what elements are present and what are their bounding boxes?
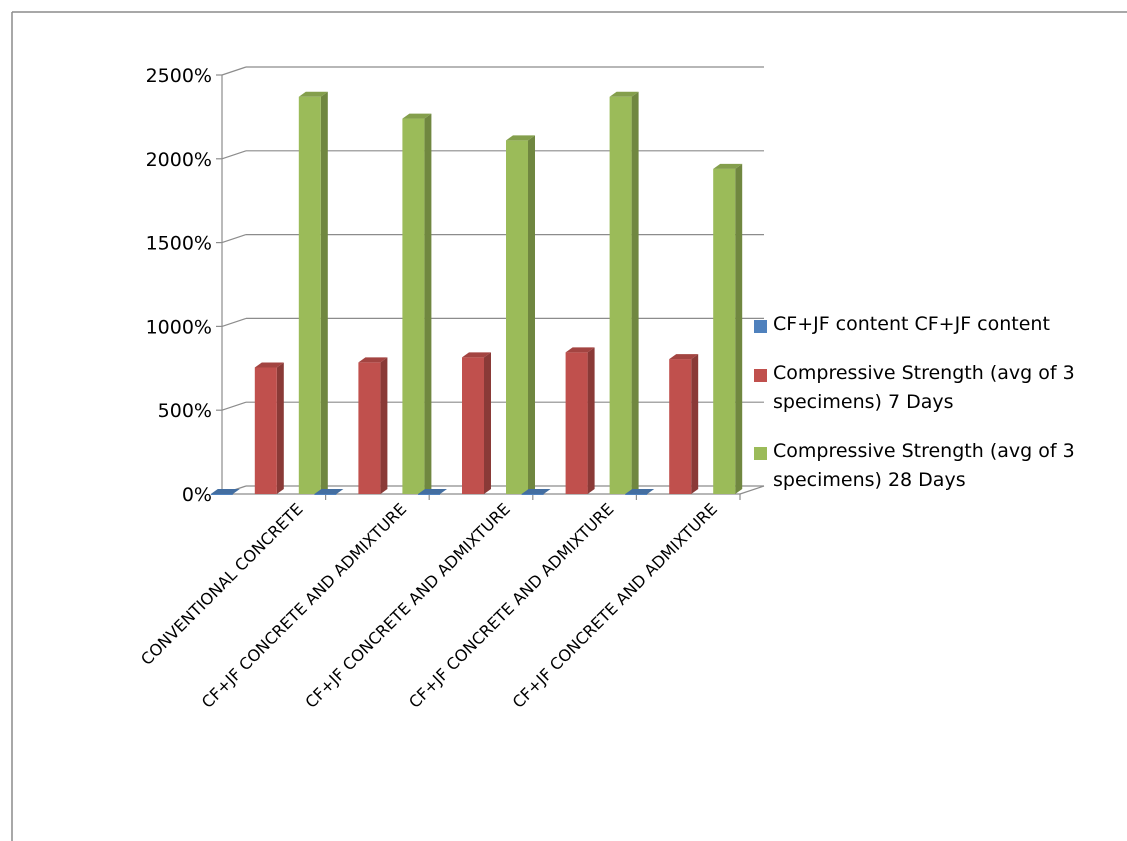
bar-front (402, 118, 425, 495)
bar-top (565, 347, 595, 353)
bar-front (521, 494, 544, 495)
bar-front (625, 494, 648, 495)
x-tick-label: CF+JF CONCRETE AND ADMIXTURE (198, 499, 410, 711)
bar-front (254, 367, 277, 494)
x-axis-depth-line (739, 485, 765, 495)
gridlines (221, 66, 764, 495)
bar (609, 91, 639, 495)
legend-swatch-blue (754, 320, 767, 333)
bar (521, 489, 551, 495)
bar-front (462, 357, 484, 494)
y-axis-ticks: 0% 500% 1000% 1500% 2000% 2500% (146, 65, 222, 506)
bar-front (713, 168, 736, 494)
bar-top (210, 489, 240, 494)
bar-top (669, 354, 699, 360)
chart-border (11, 11, 1127, 841)
legend: CF+JF content CF+JF content Compressive … (752, 310, 1122, 495)
bar-side (528, 135, 535, 494)
legend-item-cf-jf-content: CF+JF content CF+JF content (752, 310, 1122, 339)
bar-top (713, 163, 743, 169)
gridline-depth (221, 234, 247, 244)
bar (669, 354, 699, 494)
gridline-depth (221, 66, 247, 76)
bar (462, 352, 491, 494)
bar (565, 347, 595, 494)
bar-top (298, 91, 328, 97)
bar-side (320, 91, 328, 495)
bar-top (402, 113, 432, 119)
x-tick-label: CF+JF CONCRETE AND ADMIXTURE (509, 499, 721, 711)
legend-label: Compressive Strength (avg of 3 specimens… (773, 362, 1075, 413)
y-tick-label: 1000% (146, 316, 212, 338)
bar-side (484, 352, 491, 494)
bar-front (669, 359, 692, 494)
bar-front (358, 362, 381, 494)
bar-front (565, 352, 588, 494)
legend-label: CF+JF content CF+JF content (773, 313, 1050, 335)
x-tick-label: CONVENTIONAL CONCRETE (137, 499, 307, 669)
legend-swatch-red (754, 369, 767, 382)
y-tick-label: 2500% (146, 65, 212, 87)
gridline-depth (221, 401, 247, 411)
y-tick-label: 0% (182, 484, 212, 506)
bar-front (210, 494, 233, 495)
bar-top (358, 357, 388, 363)
bar-side (691, 354, 699, 494)
bar (254, 362, 284, 494)
bar-side (735, 163, 743, 494)
gridline-depth (221, 150, 247, 160)
y-tick-label: 2000% (146, 149, 212, 171)
y-tick-label: 500% (158, 400, 212, 422)
bar (402, 113, 432, 495)
bar-top (254, 362, 284, 368)
bar-top (506, 135, 535, 141)
bar (298, 91, 328, 495)
bar (713, 163, 743, 494)
bar (314, 489, 344, 495)
bar-top (418, 489, 447, 494)
legend-label: Compressive Strength (avg of 3 specimens… (773, 440, 1075, 491)
bar-top (625, 489, 655, 494)
bar-top (462, 352, 491, 358)
bar-top (521, 489, 551, 494)
bar-top (314, 489, 344, 494)
y-tick-label: 1500% (146, 233, 212, 255)
bar-front (314, 494, 337, 495)
gridline-depth (221, 317, 247, 327)
bar-front (298, 96, 321, 495)
bar-side (631, 91, 639, 495)
bars (210, 91, 743, 500)
bar-side (380, 357, 388, 494)
legend-item-7-days: Compressive Strength (avg of 3 specimens… (752, 359, 1122, 417)
x-tick-label: CF+JF CONCRETE AND ADMIXTURE (405, 499, 617, 711)
x-tick-label: CF+JF CONCRETE AND ADMIXTURE (301, 499, 513, 711)
bar-side (424, 113, 432, 495)
bar (358, 357, 388, 494)
legend-swatch-green (754, 447, 767, 460)
bar-front (418, 494, 440, 495)
bar (418, 489, 447, 495)
bar (210, 489, 240, 495)
bar-top (609, 91, 639, 97)
bar-front (609, 96, 632, 495)
bar (625, 489, 655, 495)
bar (506, 135, 535, 494)
bar-side (587, 347, 595, 494)
bar-front (506, 140, 528, 494)
legend-item-28-days: Compressive Strength (avg of 3 specimens… (752, 437, 1122, 495)
bar-side (276, 362, 284, 494)
